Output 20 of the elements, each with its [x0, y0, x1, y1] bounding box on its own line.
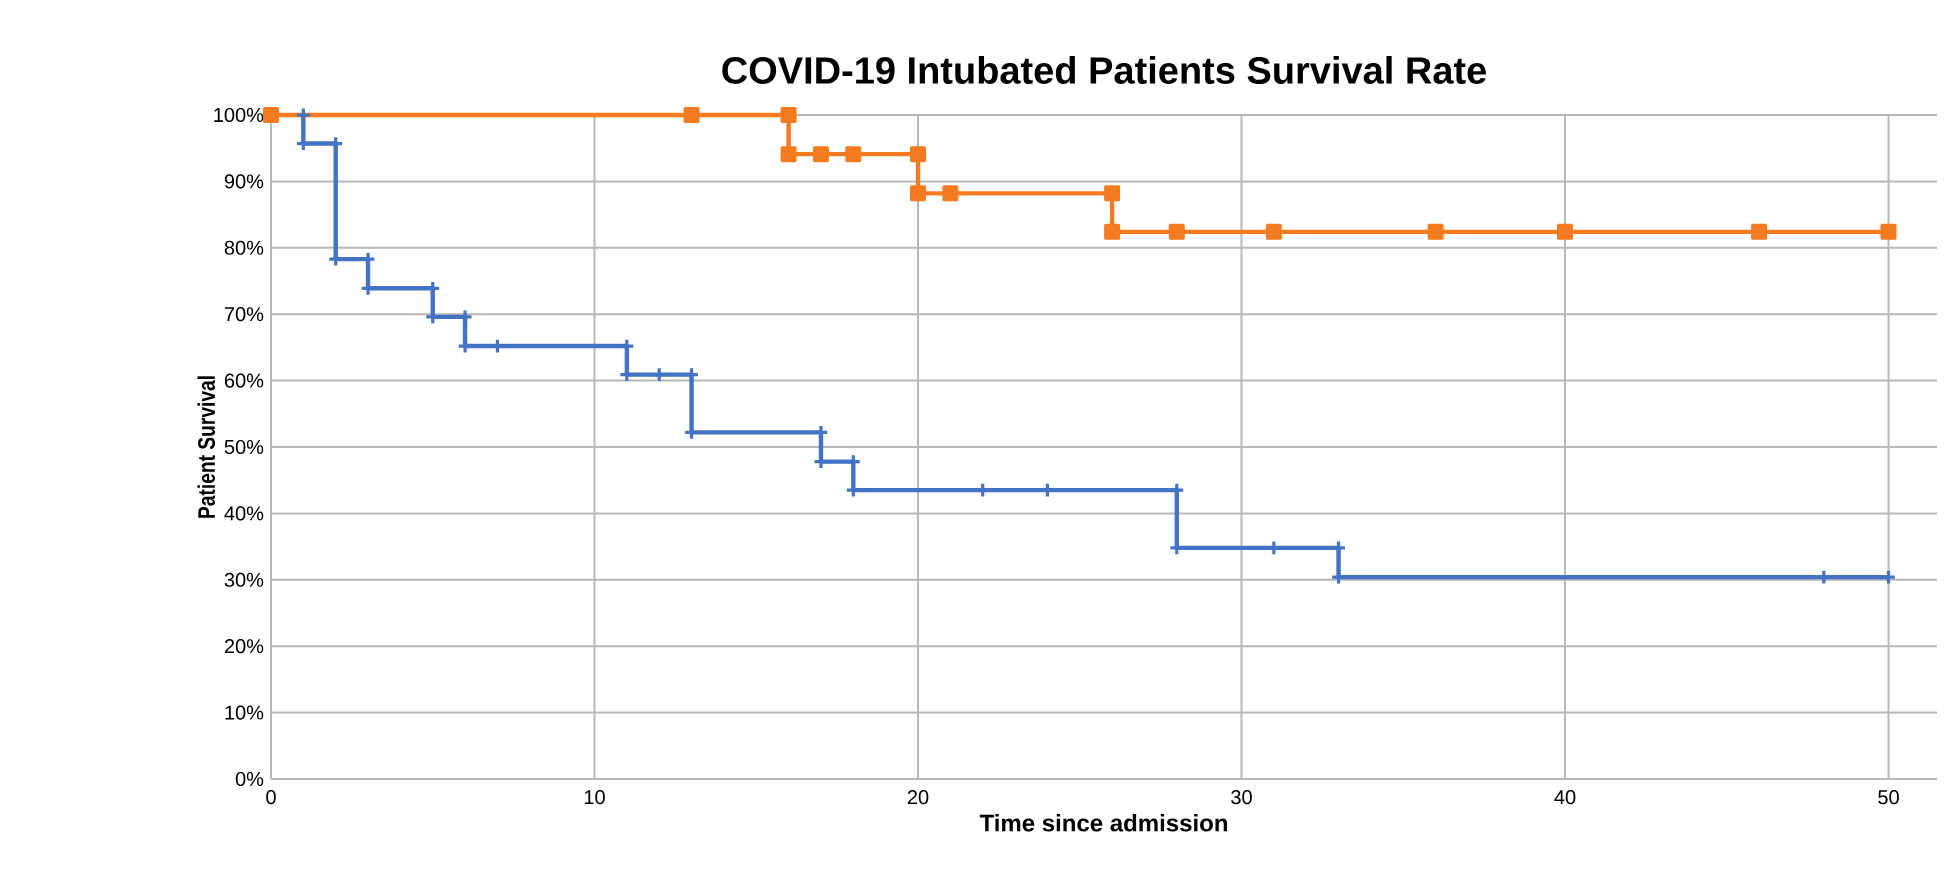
- x-tick-label: 40: [1554, 790, 1576, 805]
- y-tick-label: 80%: [224, 240, 264, 255]
- chart-title: COVID-19 Intubated Patients Survival Rate: [722, 56, 1486, 84]
- y-tick-label: 90%: [224, 174, 264, 189]
- x-axis-title: Time since admission: [979, 813, 1228, 832]
- y-tick-label: 30%: [224, 572, 264, 587]
- y-tick-label: 60%: [224, 373, 264, 388]
- y-tick-label: 40%: [224, 506, 264, 521]
- y-tick-label: 50%: [224, 439, 264, 455]
- y-tick-label: 10%: [225, 705, 264, 720]
- x-tick-label: 20: [907, 790, 929, 805]
- x-tick-label: 10: [584, 790, 605, 805]
- y-axis-title: Patient Survival: [197, 376, 216, 518]
- x-tick-label: 0: [266, 790, 276, 805]
- y-tick-label: 100%: [214, 107, 264, 123]
- x-tick-label: 30: [1231, 790, 1252, 805]
- y-tick-label: 0%: [235, 771, 264, 787]
- y-tick-label: 20%: [224, 639, 264, 654]
- x-tick-label: 50: [1878, 790, 1899, 805]
- y-tick-label: 70%: [224, 307, 264, 322]
